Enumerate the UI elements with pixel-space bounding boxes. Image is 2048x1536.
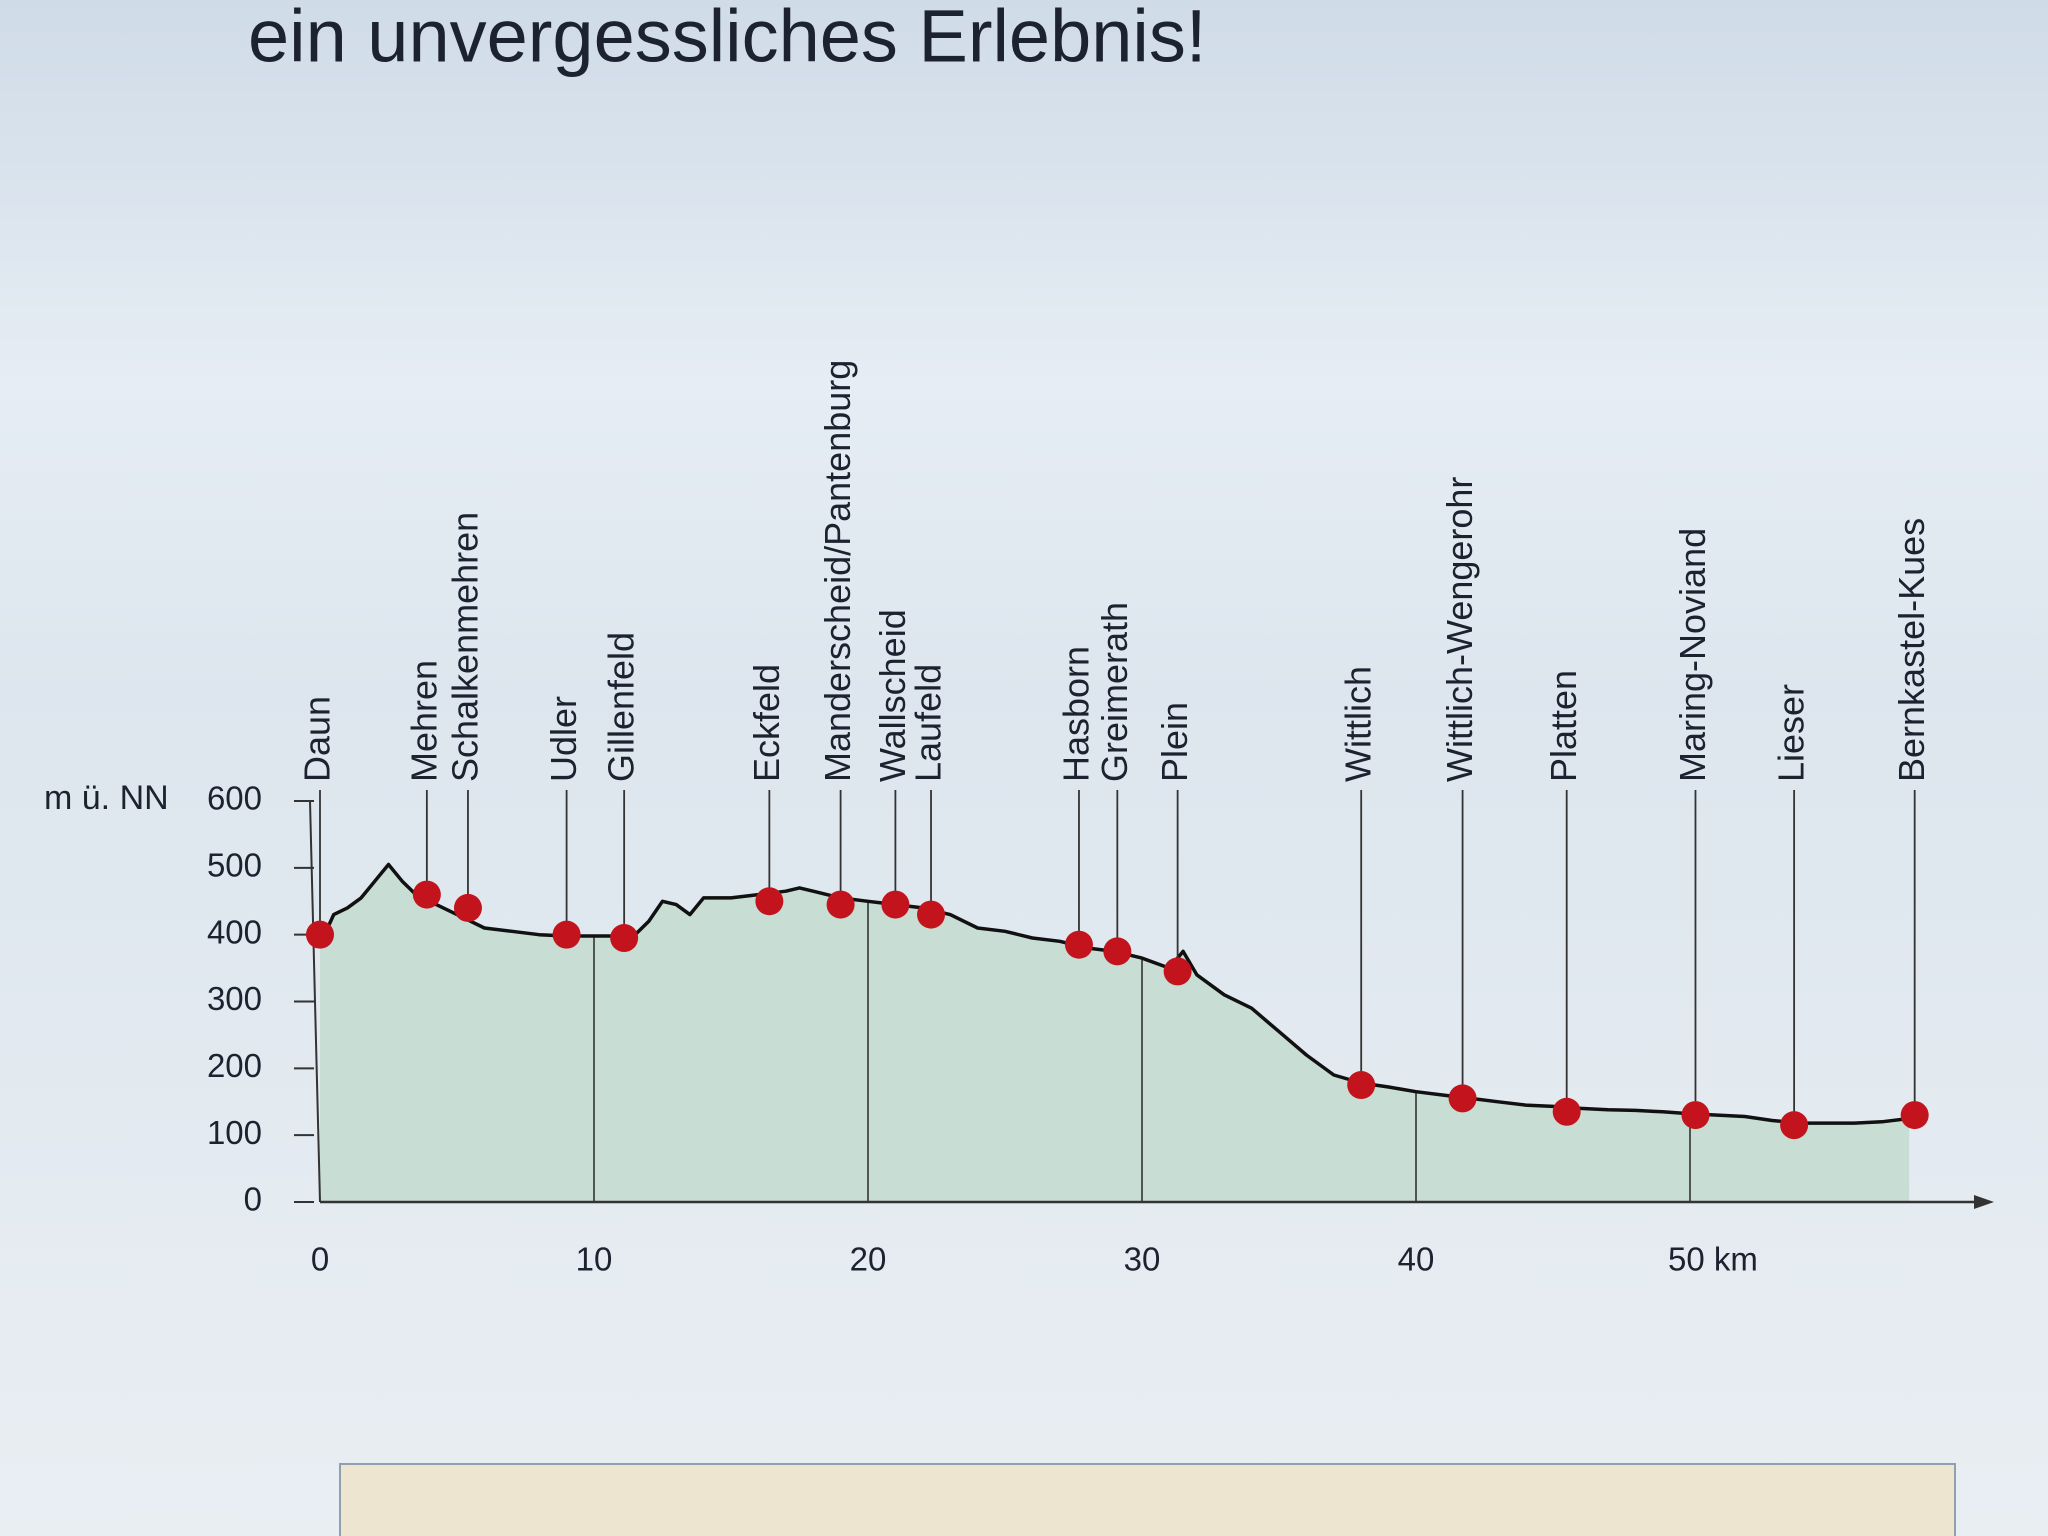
info-box: [339, 1463, 1956, 1536]
station-dot: [1163, 957, 1192, 986]
x-tick-label: 30: [1124, 1241, 1161, 1278]
station-dot: [453, 893, 482, 922]
profile-area: [320, 864, 1910, 1202]
station-dot: [1347, 1071, 1376, 1100]
station-dot: [610, 924, 639, 953]
station-label: Daun: [297, 696, 338, 782]
x-axis-arrow: [1974, 1195, 1994, 1209]
station-label: Bernkastel-Kues: [1891, 518, 1932, 782]
y-tick-label: 100: [207, 1114, 262, 1151]
station-label: Hasborn: [1055, 646, 1096, 782]
station-label: Laufeld: [908, 664, 949, 782]
profile-line: [318, 862, 1910, 1125]
station-dot: [826, 890, 855, 919]
station-label: Gillenfeld: [601, 632, 642, 782]
station-dot: [306, 920, 334, 949]
y-tick-label: 200: [207, 1047, 262, 1084]
station-label: Wallscheid: [872, 609, 913, 782]
station-label: Maring-Noviand: [1672, 528, 1713, 782]
chart-title: ein unvergessliches Erlebnis!: [248, 0, 1206, 78]
station-dot: [917, 900, 946, 929]
station-label: Schalkenmehren: [444, 512, 485, 782]
station-dot: [755, 887, 784, 916]
station-label: Wittlich-Wengerohr: [1439, 477, 1480, 782]
station-label: Mehren: [403, 660, 444, 782]
station-dot: [1064, 930, 1093, 959]
station-dot: [552, 920, 581, 949]
x-tick-label: 0: [311, 1241, 329, 1278]
station-dot: [1900, 1101, 1929, 1130]
x-tick-label: 50 km: [1668, 1241, 1758, 1278]
station-label: Wittlich: [1338, 666, 1379, 782]
x-tick-label: 40: [1398, 1241, 1435, 1278]
station-label: Plein: [1154, 702, 1195, 782]
y-tick-label: 500: [207, 847, 262, 884]
y-tick-label: 400: [207, 913, 262, 950]
station-dot: [1780, 1111, 1809, 1140]
y-axis-label: m ü. NN: [44, 779, 169, 817]
x-tick-label: 20: [850, 1241, 887, 1278]
station-label: Eckfeld: [746, 664, 787, 782]
station-dot: [881, 890, 910, 919]
station-label: Greimerath: [1094, 602, 1135, 782]
y-tick-label: 300: [207, 980, 262, 1017]
station-dot: [412, 880, 441, 909]
station-dot: [1552, 1097, 1581, 1126]
station-label: Manderscheid/Pantenburg: [817, 360, 858, 782]
station-dot: [1103, 937, 1132, 966]
y-tick-label: 600: [207, 780, 262, 817]
station-label: Platten: [1543, 670, 1584, 782]
station-label: Lieser: [1771, 684, 1812, 782]
x-tick-label: 10: [576, 1241, 613, 1278]
y-tick-label: 0: [244, 1181, 262, 1218]
station-label: Udler: [543, 696, 584, 782]
station-dot: [1681, 1101, 1710, 1130]
station-dot: [1448, 1084, 1477, 1113]
